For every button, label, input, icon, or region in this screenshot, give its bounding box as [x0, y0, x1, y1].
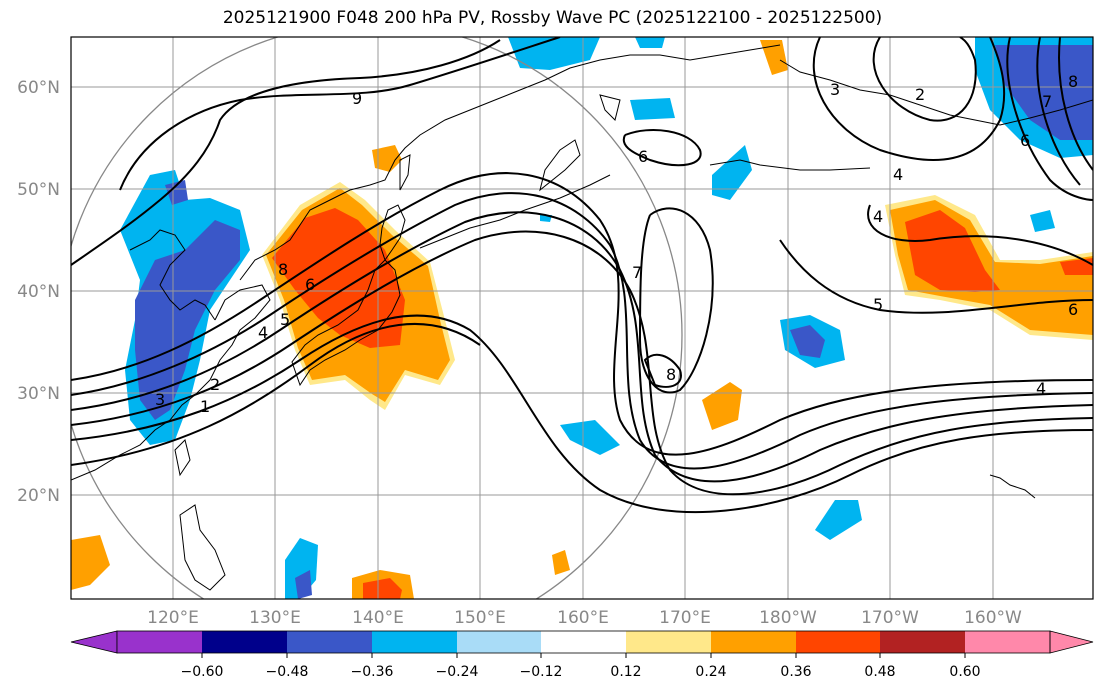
colorbar-segment: [202, 631, 287, 653]
colorbar-segment: [541, 631, 626, 653]
contour-label: 8: [1068, 72, 1078, 91]
contour-label: 6: [1068, 300, 1078, 319]
colorbar-tick-label: 0.12: [610, 664, 641, 680]
colorbar-arrow-left: [70, 630, 118, 654]
colorbar-segment: [117, 631, 202, 653]
latitude-labels: 60°N 50°N 40°N 30°N 20°N: [17, 78, 60, 506]
lat-label: 40°N: [17, 282, 60, 302]
colorbar-segment: [711, 631, 796, 653]
colorbar-segment: [372, 631, 457, 653]
contour-label: 8: [666, 365, 676, 384]
lon-label: 120°E: [147, 608, 199, 628]
contour-label: 2: [915, 85, 925, 104]
contour-label: 5: [280, 310, 290, 329]
contour-labels: 9 8 6 6 5 4 3 2 1 7 8 6 5 6 4 4 3 2 7 8 …: [155, 72, 1078, 416]
contour-label: 1: [200, 397, 210, 416]
lon-label: 130°E: [249, 608, 301, 628]
lon-label: 160°E: [557, 608, 609, 628]
contour-label: 4: [1036, 379, 1046, 398]
contour-label: 6: [638, 147, 648, 166]
contour-label: 9: [352, 89, 362, 108]
contour-label: 4: [258, 323, 268, 342]
contour-label: 6: [1020, 131, 1030, 150]
lon-label: 180°W: [759, 608, 817, 628]
colorbar-segment: [287, 631, 372, 653]
colorbar-tick-label: 0.36: [780, 664, 811, 680]
colorbar-tick-label: −0.24: [436, 664, 479, 680]
map-title: 2025121900 F048 200 hPa PV, Rossby Wave …: [222, 8, 883, 28]
lon-label: 170°E: [659, 608, 711, 628]
colorbar-segment: [880, 631, 965, 653]
colorbar-tick-label: −0.60: [181, 664, 224, 680]
coastlines: [71, 44, 1093, 591]
map-frame: [71, 37, 1093, 599]
contour-label: 3: [830, 80, 840, 99]
lat-label: 30°N: [17, 384, 60, 404]
lat-label: 60°N: [17, 78, 60, 98]
graticule: [71, 37, 1093, 599]
lat-label: 20°N: [17, 486, 60, 506]
colorbar-tick-label: −0.48: [266, 664, 309, 680]
colorbar-arrow-right: [1049, 630, 1094, 654]
reference-circle: [71, 37, 683, 599]
colorbar-tick-label: 0.24: [695, 664, 726, 680]
longitude-labels: 120°E 130°E 140°E 150°E 160°E 170°E 180°…: [147, 608, 1022, 628]
lon-label: 160°W: [964, 608, 1022, 628]
contour-label: 2: [210, 375, 220, 394]
contour-label: 8: [278, 260, 288, 279]
colorbar-segment: [457, 631, 541, 653]
contour-label: 6: [305, 275, 315, 294]
contour-label: 7: [1042, 92, 1052, 111]
colorbar: −0.60 −0.48 −0.36 −0.24 −0.12 0.12 0.24 …: [70, 630, 1094, 680]
colorbar-segment: [626, 631, 711, 653]
lon-label: 140°E: [352, 608, 404, 628]
colorbar-tick-label: −0.36: [351, 664, 394, 680]
colorbar-segment: [796, 631, 880, 653]
lon-label: 150°E: [454, 608, 506, 628]
contour-label: 4: [873, 207, 883, 226]
lat-label: 50°N: [17, 180, 60, 200]
lon-label: 170°W: [861, 608, 919, 628]
colorbar-tick-label: −0.12: [520, 664, 563, 680]
pv-contours: [71, 37, 1093, 514]
contour-label: 3: [155, 390, 165, 409]
map-border: [70, 36, 1094, 600]
contour-label: 4: [893, 165, 903, 184]
contour-label: 5: [873, 295, 883, 314]
colorbar-tick-label: 0.48: [864, 664, 895, 680]
colorbar-segment: [965, 631, 1050, 653]
contour-label: 7: [632, 263, 642, 282]
colorbar-tick-label: 0.60: [949, 664, 980, 680]
